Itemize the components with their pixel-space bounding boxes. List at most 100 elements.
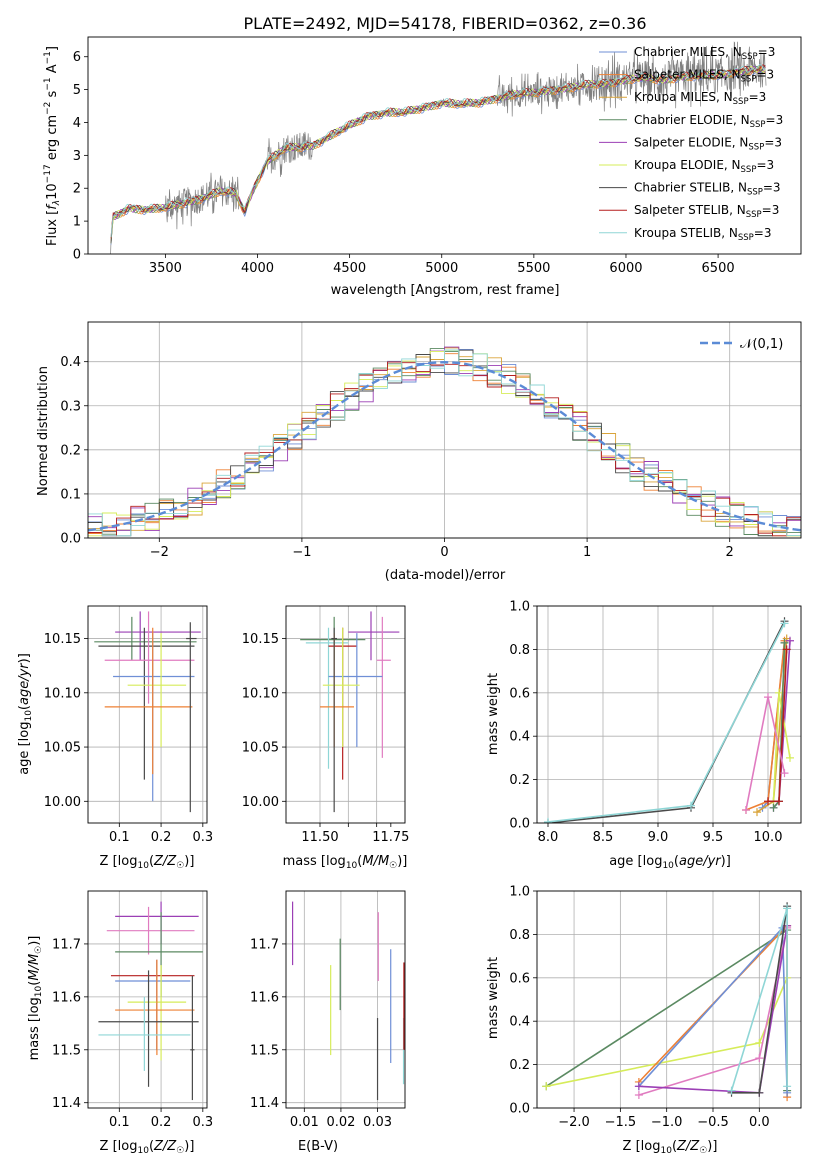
mwAge-xlabel: age [log10(age/yr)] — [609, 854, 731, 871]
massZ-xlabel: Z [log10(Z/Z☉)] — [100, 1139, 195, 1156]
errorbar-point — [115, 611, 201, 661]
legend-label-main: Salpeter STELIB, N — [634, 203, 746, 217]
legend-label-main: Kroupa MILES, N — [634, 90, 733, 104]
legend-label-suffix: =3 — [763, 181, 781, 195]
legend-label-main: Chabrier MILES, N — [634, 45, 742, 59]
errorbar-point — [328, 633, 383, 748]
plot-area — [88, 346, 801, 537]
plus-marker — [780, 619, 789, 628]
x-tick-label: 0.2 — [151, 830, 172, 845]
legend-label-main: Chabrier STELIB, N — [634, 181, 747, 195]
plus-marker — [786, 636, 794, 645]
axes-frame — [285, 890, 406, 1109]
legend-item: Kroupa STELIB, NSSP=3 — [599, 226, 772, 243]
y-tick-label: 1.0 — [509, 600, 530, 615]
errorbar-point — [113, 633, 195, 802]
y-tick-label: 2 — [73, 182, 81, 197]
y-tick-label: 0.6 — [509, 971, 530, 986]
x-tick-label: 0.3 — [192, 1115, 213, 1130]
legend-label-suffix: =3 — [758, 45, 776, 59]
plot-area — [300, 611, 400, 813]
x-tick-label: 11.50 — [301, 830, 338, 845]
age-vs-metallicity-panel: 0.1 0.2 0.3 10.00 10.05 10.10 10.15 — [44, 605, 213, 845]
plot-area — [98, 901, 203, 1101]
legend-label: Chabrier STELIB, NSSP=3 — [634, 181, 781, 198]
legend-label: Kroupa MILES, NSSP=3 — [634, 90, 766, 107]
axes-frame — [87, 605, 208, 824]
x-tick-label: 6000 — [609, 261, 642, 276]
residuals-panel: −2 −1 0 1 2 0.0 0.1 0.2 0.3 0.4 𝒩(0,1) — [60, 321, 802, 560]
legend-label-suffix: =3 — [756, 158, 774, 172]
mass-weight-vs-metallicity-panel: −2.0 −1.5 −1.0 −0.5 0.0 0.0 0.2 0.4 0.6 0.8 1.0 — [509, 885, 802, 1130]
plus-marker — [753, 808, 761, 817]
massE-xlabel: E(B-V) — [298, 1139, 338, 1154]
y-tick-label: 0.4 — [509, 1015, 530, 1030]
errorbar-point — [348, 611, 400, 661]
y-tick-label: 0.2 — [509, 773, 530, 788]
x-tick-label: 4000 — [241, 261, 274, 276]
errorbar-point — [115, 901, 199, 944]
y-tick-label: 11.6 — [52, 990, 81, 1005]
legend-label: Salpeter ELODIE, NSSP=3 — [634, 135, 782, 152]
errorbar-point — [115, 912, 203, 997]
legend-label: Kroupa STELIB, NSSP=3 — [634, 226, 772, 243]
plus-marker — [542, 1082, 551, 1091]
legend-label: Chabrier MILES, NSSP=3 — [634, 45, 775, 62]
residuals-ylabel: Normed distribution — [36, 366, 51, 496]
plus-marker — [775, 688, 783, 697]
plus-marker — [755, 1088, 764, 1097]
x-tick-label: 9.5 — [703, 830, 724, 845]
y-tick-label: 5 — [73, 83, 81, 98]
legend-label-sub: SSP — [746, 210, 762, 220]
y-tick-label: 0 — [73, 248, 81, 263]
residuals-xlabel: (data-model)/error — [385, 568, 506, 583]
errorbar-point — [98, 996, 191, 1071]
figure-title: PLATE=2492, MJD=54178, FIBERID=0362, z=0… — [243, 14, 646, 33]
y-tick-label: 10.00 — [44, 795, 81, 810]
legend-label-sub: SSP — [741, 75, 757, 85]
x-tick-label: −1.0 — [651, 1115, 683, 1130]
y-tick-label: 1.0 — [509, 885, 530, 900]
y-tick-label: 10.15 — [242, 632, 279, 647]
x-tick-label: 4500 — [333, 261, 366, 276]
plus-marker — [544, 817, 552, 823]
axes-frame — [536, 605, 802, 824]
ageZ-ylabel: age [log10(age/yr)] — [17, 653, 34, 775]
spectrum-xlabel: wavelength [Angstrom, rest frame] — [331, 283, 560, 298]
ageZ-xlabel: Z [log10(Z/Z☉)] — [100, 854, 195, 871]
x-tick-label: 3500 — [149, 261, 182, 276]
legend-label-main: Kroupa ELODIE, N — [634, 158, 741, 172]
errorbar-point — [98, 627, 195, 780]
legend-label-main: Chabrier ELODIE, N — [634, 113, 750, 127]
normal-reference-curve — [88, 360, 801, 532]
errorbar-point — [305, 627, 349, 769]
mass-weight-vs-age-panel: 8.0 8.5 9.0 9.5 10.0 0.0 0.2 0.4 0.6 0.8 1.0 — [509, 600, 802, 845]
errorbar-point — [322, 627, 360, 748]
mass-vs-metallicity-panel: 0.1 0.2 0.3 11.4 11.5 11.6 11.7 — [52, 890, 213, 1130]
x-tick-label: −1 — [292, 545, 311, 560]
y-tick-label: 0.0 — [60, 532, 81, 547]
plus-marker — [775, 797, 783, 806]
legend-item: Chabrier ELODIE, NSSP=3 — [599, 113, 783, 130]
legend-item: Salpeter STELIB, NSSP=3 — [599, 203, 779, 220]
errorbar-point — [186, 622, 197, 813]
y-tick-label: 0.8 — [509, 928, 530, 943]
legend-item: Chabrier MILES, NSSP=3 — [599, 45, 775, 62]
legend-label-suffix: =3 — [764, 135, 782, 149]
residual-histogram — [88, 349, 801, 537]
y-tick-label: 11.7 — [52, 937, 81, 952]
model-spectrum-line — [110, 66, 766, 240]
plus-marker — [783, 904, 792, 913]
errorbar-point — [376, 616, 391, 758]
legend-item: Salpeter ELODIE, NSSP=3 — [599, 135, 782, 152]
mass-vs-ebv-panel: 0.01 0.02 0.03 11.4 11.5 11.6 11.7 — [250, 890, 406, 1130]
errorbar-point — [331, 627, 337, 813]
y-tick-label: 11.5 — [250, 1043, 279, 1058]
mass-weight-series — [542, 973, 792, 1091]
x-tick-label: 11.75 — [372, 830, 409, 845]
legend-label-suffix: =3 — [766, 113, 784, 127]
mass-weight-series — [544, 619, 789, 823]
y-tick-label: 0.8 — [509, 643, 530, 658]
legend-label: Kroupa ELODIE, NSSP=3 — [634, 158, 774, 175]
